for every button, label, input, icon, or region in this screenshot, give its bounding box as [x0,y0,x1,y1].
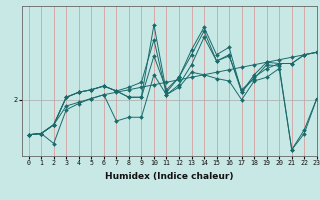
X-axis label: Humidex (Indice chaleur): Humidex (Indice chaleur) [105,172,234,181]
